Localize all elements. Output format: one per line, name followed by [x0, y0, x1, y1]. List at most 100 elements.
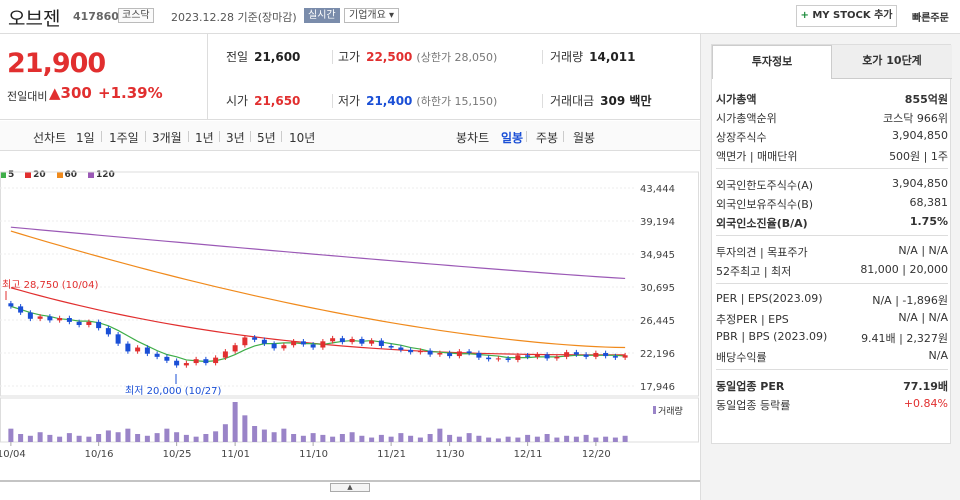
volume-bar — [408, 435, 414, 442]
candle-daily[interactable]: 일봉 — [501, 131, 524, 145]
candle-body — [183, 363, 189, 366]
volume-bar — [125, 428, 131, 442]
period-1d[interactable]: 1일 — [76, 131, 95, 145]
period-10y[interactable]: 10년 — [289, 131, 316, 145]
period-5y[interactable]: 5년 — [257, 131, 276, 145]
info-value: N/A | N/A — [898, 311, 948, 324]
period-3y[interactable]: 3년 — [226, 131, 245, 145]
info-row: 투자의견 | 목표주가 N/A | N/A — [716, 242, 948, 260]
candle-body — [232, 345, 238, 352]
candle-body — [57, 318, 63, 321]
price-pane — [0, 171, 699, 397]
info-label: 52주최고 | 최저 — [716, 265, 792, 278]
candle-body — [96, 321, 102, 329]
volume-bar — [320, 434, 326, 442]
add-mystock-button[interactable]: + MY STOCK 추가 — [796, 5, 897, 27]
candle-body — [291, 341, 297, 346]
candle-body — [369, 340, 375, 344]
low-price: 저가 21,400 (하한가 15,150) — [338, 92, 497, 109]
quick-order-button[interactable]: 빠른주문 — [912, 13, 949, 24]
tab-investment-info[interactable]: 투자정보 — [712, 45, 832, 79]
volume-legend-label: 거래량 — [658, 405, 683, 417]
volume-bar — [359, 435, 365, 442]
stock-chart[interactable]: 43,444 39,194 34,945 30,695 26,445 22,196 17,9… — [0, 152, 700, 500]
period-1w[interactable]: 1주일 — [109, 131, 139, 145]
candle-body — [261, 339, 267, 344]
chart-scroll-handle[interactable]: ▲ — [330, 483, 370, 492]
volume-bar — [437, 428, 443, 442]
info-value: 1.75% — [909, 215, 948, 228]
candle-body — [456, 351, 462, 357]
info-row: 시가총액순위 코스닥 966위 — [716, 108, 948, 126]
trade-amount: 거래대금 309 백만 — [550, 92, 651, 109]
candle-body — [203, 359, 209, 364]
ma120-line — [10, 226, 626, 280]
candle-body — [27, 312, 33, 319]
candle-body — [300, 341, 306, 345]
candle-body — [242, 337, 248, 346]
candle-weekly[interactable]: 주봉 — [536, 131, 559, 145]
low-label: 저가 — [338, 94, 361, 108]
open-label: 시가 — [226, 94, 249, 108]
y-tick-label: 34,945 — [640, 250, 675, 261]
x-tick-label: 11/21 — [377, 449, 406, 460]
volume-label: 거래량 — [550, 50, 584, 64]
volume-bar — [369, 437, 375, 442]
volume-bar — [447, 434, 453, 442]
chart-period-bar: 선차트 1일 1주일 3개월 1년 3년 5년 10년 봉차트 일봉 주봉 월봉 — [0, 121, 700, 151]
volume-bar — [427, 434, 433, 442]
high-value: 22,500 — [366, 50, 413, 64]
candle-body — [622, 355, 628, 358]
candle-body — [66, 318, 72, 322]
volume-bar — [222, 424, 228, 442]
volume-bar — [476, 435, 482, 442]
volume-pane — [0, 397, 699, 443]
candle-body — [427, 350, 433, 355]
upper-limit: (상한가 28,050) — [416, 51, 498, 64]
quote-table: 전일 21,600 고가 22,500 (상한가 28,050) 거래량 14,011 … — [208, 34, 700, 120]
info-row: PBR | BPS (2023.09) 9.41배 | 2,327원 — [716, 328, 948, 346]
info-label: 동일업종 등락률 — [716, 399, 791, 412]
volume-bar — [86, 436, 92, 442]
volume-bar — [612, 437, 618, 442]
market-badge: 코스닥 — [118, 8, 154, 23]
company-info-button[interactable]: 기업개요 ▾ — [344, 8, 400, 23]
info-value: N/A — [928, 349, 948, 362]
candle-body — [330, 338, 336, 342]
info-label: PER | EPS(2023.09) — [716, 292, 823, 305]
volume-bar — [144, 435, 150, 442]
candle-body — [115, 334, 121, 344]
candle-body — [564, 352, 570, 357]
info-label: 상장주식수 — [716, 131, 767, 144]
legend-ma20-label: 20 — [33, 170, 46, 180]
info-value: 3,904,850 — [892, 177, 948, 190]
candle-body — [525, 355, 531, 357]
volume-bar — [232, 402, 238, 442]
prev-close: 전일 21,600 — [226, 48, 300, 65]
candle-body — [193, 359, 199, 364]
tab-orderbook[interactable]: 호가 10단계 — [832, 45, 952, 79]
period-3m[interactable]: 3개월 — [152, 131, 182, 145]
volume-bar — [252, 426, 258, 442]
volume-legend-swatch — [653, 406, 656, 414]
candle-body — [408, 349, 414, 353]
price-change: ▲300 — [49, 84, 92, 102]
current-price: 21,900 — [7, 48, 106, 79]
candle-body — [135, 347, 141, 352]
ma60-line — [10, 230, 626, 349]
volume-bar — [417, 437, 423, 442]
volume-bar — [622, 435, 628, 442]
period-1y[interactable]: 1년 — [195, 131, 214, 145]
volume-bar — [554, 437, 560, 442]
volume-bar — [8, 428, 14, 442]
info-card: 투자정보 호가 10단계 시가총액 855억원 시가총액순위 코스닥 966위 상장주식… — [711, 44, 952, 444]
candle-body — [252, 337, 258, 340]
realtime-button[interactable]: 실시간 — [304, 8, 340, 23]
info-label: 시가총액순위 — [716, 112, 777, 125]
price-summary: 21,900 전일대비 ▲300 +1.39% — [0, 34, 208, 120]
volume-bar — [47, 434, 53, 442]
volume-bar — [593, 437, 599, 442]
volume: 거래량 14,011 — [550, 48, 635, 65]
candle-monthly[interactable]: 월봉 — [573, 131, 596, 145]
volume-bar — [300, 435, 306, 442]
